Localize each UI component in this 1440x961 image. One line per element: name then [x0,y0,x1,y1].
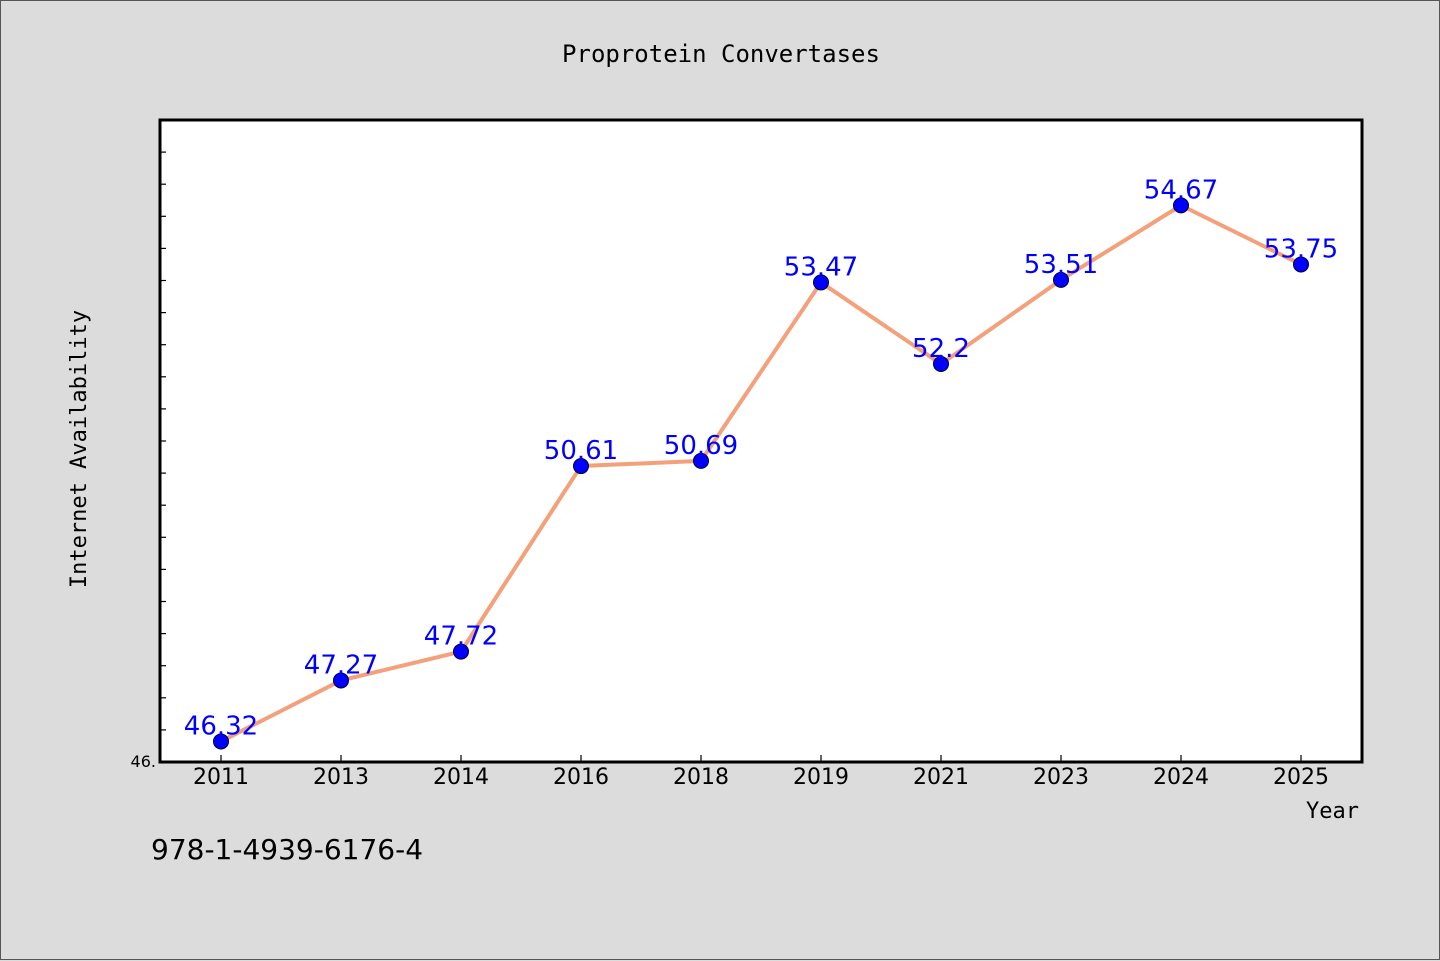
chart-title: Proprotein Convertases [562,40,880,68]
isbn-caption: 978-1-4939-6176-4 [151,833,424,866]
x-ticks: 2011 2013 2014 2016 2018 2019 2021 2023 2024 2025 [193,755,1329,790]
data-point [573,458,589,475]
data-label: 50.69 [664,431,738,461]
x-tick-label: 2018 [673,765,729,790]
y-ticks [160,151,166,731]
data-point [933,355,949,372]
data-label: 47.72 [424,622,498,652]
data-label: 46.32 [184,711,258,741]
data-label: 53.51 [1024,250,1098,280]
series-line [220,203,1302,744]
data-point [333,672,349,689]
x-tick-label: 2016 [553,765,609,790]
x-tick-label: 2021 [913,765,969,790]
data-point [1173,197,1189,214]
x-tick-label: 2013 [313,765,369,790]
data-label: 47.27 [304,650,378,680]
y-tick-label: 46. [131,752,156,771]
y-axis-label: Internet Availability [67,310,92,588]
data-point [813,274,829,291]
x-tick-label: 2023 [1033,765,1089,790]
x-tick-label: 2019 [793,765,849,790]
data-point [1293,256,1309,273]
plot-area [158,118,1364,764]
data-label: 50.61 [544,436,618,466]
data-point [453,643,469,660]
x-tick-label: 2011 [193,765,249,790]
series-group [213,197,1309,750]
x-tick-label: 2025 [1273,765,1329,790]
data-labels: 46.32 47.27 47.72 50.61 50.69 53.47 52.2 53.51 5… [184,175,1338,741]
data-point [1053,271,1069,288]
x-tick-label: 2024 [1153,765,1209,790]
data-label: 53.47 [784,252,858,282]
x-tick-label: 2014 [433,765,489,790]
data-point [693,452,709,469]
x-axis-label: Year [1306,799,1359,824]
data-label: 53.75 [1264,234,1338,264]
data-label: 54.67 [1144,175,1218,205]
data-point [213,733,229,750]
data-label: 52.2 [912,334,970,364]
